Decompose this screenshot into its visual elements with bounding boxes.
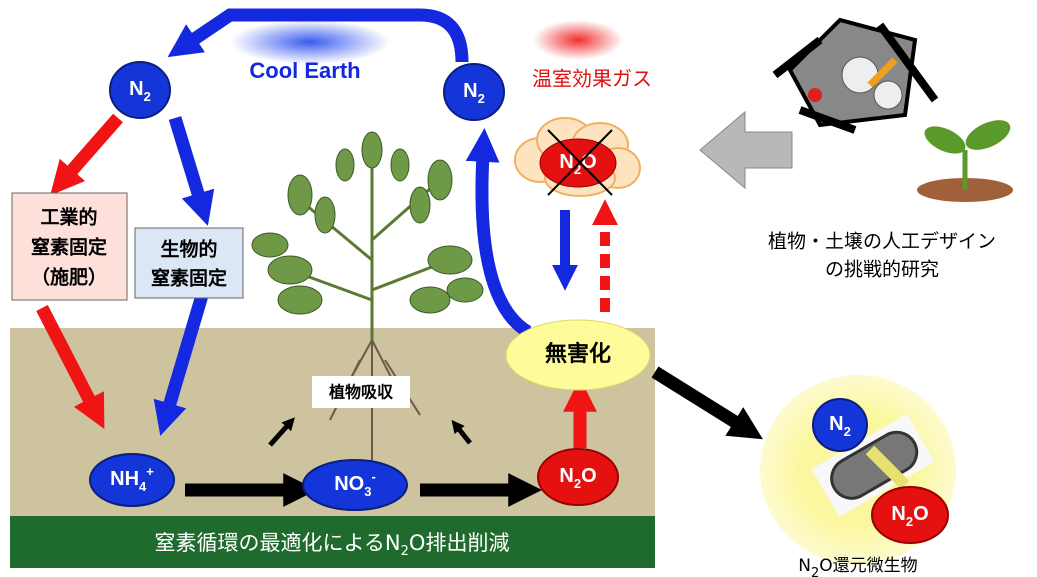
glow-red xyxy=(533,20,623,60)
research-text: 植物・土壌の人工デザイン xyxy=(768,231,996,253)
diagram: 窒素循環の最適化によるN2O排出削減 Cool Earth 温室効果ガス 工業的… xyxy=(0,0,1037,577)
box-text: （施肥） xyxy=(31,266,107,289)
box-text: 工業的 xyxy=(40,206,97,229)
box-text: 窒素固定 xyxy=(151,267,227,290)
cool-earth: Cool Earth xyxy=(249,58,360,83)
research-text: の挑戦的研究 xyxy=(825,259,939,281)
plant-uptake: 植物吸収 xyxy=(328,383,394,402)
greenhouse-gas: 温室効果ガス xyxy=(532,67,652,91)
box-text: 生物的 xyxy=(160,238,217,261)
detox: 無害化 xyxy=(545,341,611,367)
research-illustration xyxy=(775,20,1015,202)
gray-arrow xyxy=(700,112,792,188)
box-text: 窒素固定 xyxy=(31,236,107,259)
banner-text: 窒素循環の最適化によるN2O排出削減 xyxy=(155,531,510,559)
microbe-caption: N2O還元微生物 xyxy=(798,556,917,577)
